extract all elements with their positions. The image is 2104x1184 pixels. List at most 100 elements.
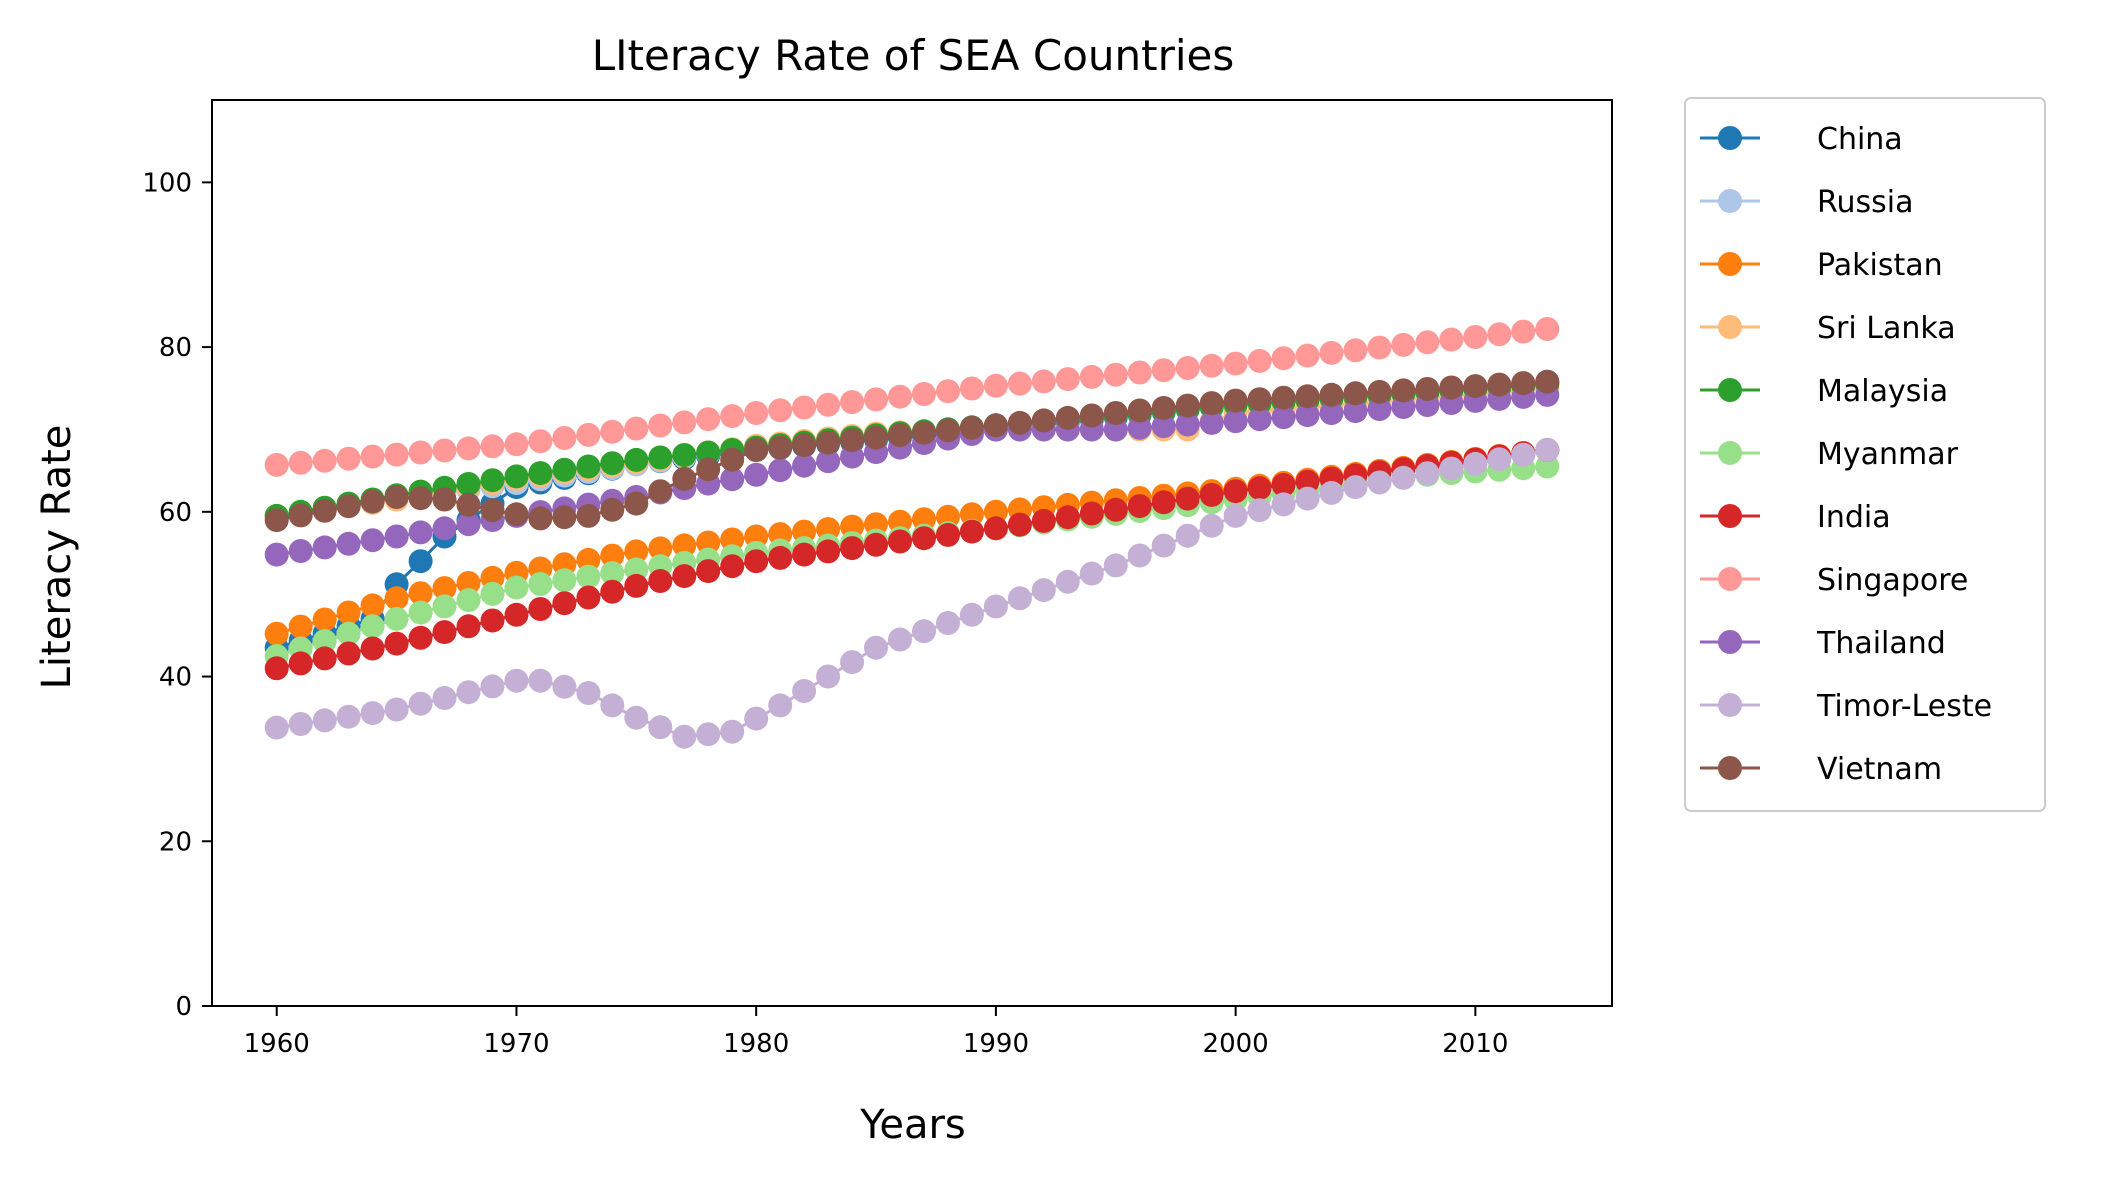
data-point bbox=[959, 376, 984, 401]
series-singapore bbox=[264, 317, 1560, 477]
data-point bbox=[432, 576, 457, 601]
data-point bbox=[792, 453, 817, 478]
data-point bbox=[1367, 335, 1392, 360]
data-point bbox=[1271, 492, 1296, 517]
data-point bbox=[336, 446, 361, 471]
data-point bbox=[696, 440, 721, 465]
data-point bbox=[552, 426, 577, 450]
data-point bbox=[888, 423, 912, 448]
data-point bbox=[672, 466, 697, 491]
legend-entry: India bbox=[1700, 500, 1891, 535]
data-point bbox=[1223, 409, 1248, 434]
legend-box bbox=[1684, 97, 2046, 812]
data-point bbox=[384, 631, 409, 656]
data-point bbox=[384, 606, 409, 631]
data-point bbox=[504, 602, 529, 627]
data-point bbox=[816, 430, 841, 455]
data-point bbox=[624, 557, 649, 582]
data-point bbox=[1127, 360, 1152, 385]
data-point bbox=[672, 443, 697, 467]
data-point bbox=[1031, 369, 1056, 394]
data-point bbox=[528, 597, 553, 621]
data-point bbox=[1007, 410, 1032, 435]
legend-marker bbox=[1718, 126, 1742, 150]
data-point bbox=[720, 527, 745, 552]
data-point bbox=[768, 398, 793, 423]
data-point bbox=[1127, 494, 1152, 519]
legend-label: Thailand bbox=[1816, 626, 1946, 661]
data-point bbox=[648, 445, 673, 470]
legend-marker bbox=[1718, 693, 1742, 717]
data-point bbox=[983, 373, 1008, 398]
legend-label: Myanmar bbox=[1817, 437, 1959, 472]
data-point bbox=[1103, 553, 1128, 578]
data-point bbox=[1031, 508, 1056, 533]
data-point bbox=[1007, 371, 1032, 396]
data-point bbox=[1175, 356, 1200, 380]
data-point bbox=[552, 457, 577, 482]
data-point bbox=[528, 429, 553, 454]
data-point bbox=[360, 701, 385, 726]
data-point bbox=[959, 415, 984, 440]
data-point bbox=[1223, 503, 1248, 528]
legend-entry: Myanmar bbox=[1700, 437, 1959, 472]
data-point bbox=[792, 519, 817, 544]
data-point bbox=[600, 579, 625, 604]
x-tick-label: 2000 bbox=[1203, 1029, 1269, 1059]
data-point bbox=[576, 547, 601, 572]
data-point bbox=[600, 693, 625, 718]
data-point bbox=[1055, 569, 1080, 594]
legend-label: Timor-Leste bbox=[1816, 689, 1992, 724]
data-point bbox=[432, 686, 457, 710]
data-point bbox=[480, 674, 505, 699]
data-point bbox=[744, 438, 769, 462]
data-point bbox=[696, 407, 721, 432]
data-point bbox=[1127, 398, 1152, 423]
data-point bbox=[1127, 415, 1152, 440]
data-point bbox=[1247, 498, 1272, 523]
data-point bbox=[1295, 403, 1320, 428]
data-point bbox=[1487, 372, 1512, 397]
data-point bbox=[336, 641, 361, 666]
data-point bbox=[768, 435, 793, 460]
data-point bbox=[1175, 523, 1200, 548]
data-point bbox=[360, 444, 385, 469]
data-point bbox=[1415, 377, 1440, 401]
series-timor-leste bbox=[264, 438, 1560, 749]
data-point bbox=[432, 438, 457, 463]
data-point bbox=[624, 539, 649, 564]
data-point bbox=[336, 600, 361, 625]
legend-marker bbox=[1718, 441, 1742, 465]
legend-entry: Russia bbox=[1700, 185, 1914, 220]
data-point bbox=[1271, 472, 1296, 497]
data-point bbox=[816, 392, 841, 417]
legend-entry: Pakistan bbox=[1700, 248, 1943, 283]
data-point bbox=[408, 520, 433, 545]
data-point bbox=[1103, 362, 1128, 387]
plot-area bbox=[264, 317, 1560, 749]
legend-label: Vietnam bbox=[1817, 752, 1942, 787]
data-point bbox=[792, 395, 817, 420]
data-point bbox=[1391, 395, 1416, 419]
data-point bbox=[288, 651, 313, 676]
y-tick-label: 40 bbox=[159, 663, 192, 693]
data-point bbox=[480, 468, 505, 493]
data-point bbox=[720, 404, 745, 429]
data-point bbox=[648, 569, 673, 593]
legend-marker bbox=[1718, 504, 1742, 528]
data-point bbox=[1511, 371, 1536, 396]
data-point bbox=[936, 611, 960, 635]
legend-entry: Timor-Leste bbox=[1700, 689, 1992, 724]
data-point bbox=[456, 436, 481, 461]
data-point bbox=[528, 668, 553, 693]
data-point bbox=[1151, 358, 1176, 383]
data-point bbox=[384, 485, 409, 509]
data-point bbox=[1319, 480, 1344, 505]
x-tick-label: 2010 bbox=[1442, 1029, 1508, 1059]
data-point bbox=[576, 454, 601, 479]
data-point bbox=[840, 390, 865, 415]
data-point bbox=[264, 621, 289, 646]
data-point bbox=[1439, 456, 1464, 481]
data-point bbox=[408, 486, 433, 511]
